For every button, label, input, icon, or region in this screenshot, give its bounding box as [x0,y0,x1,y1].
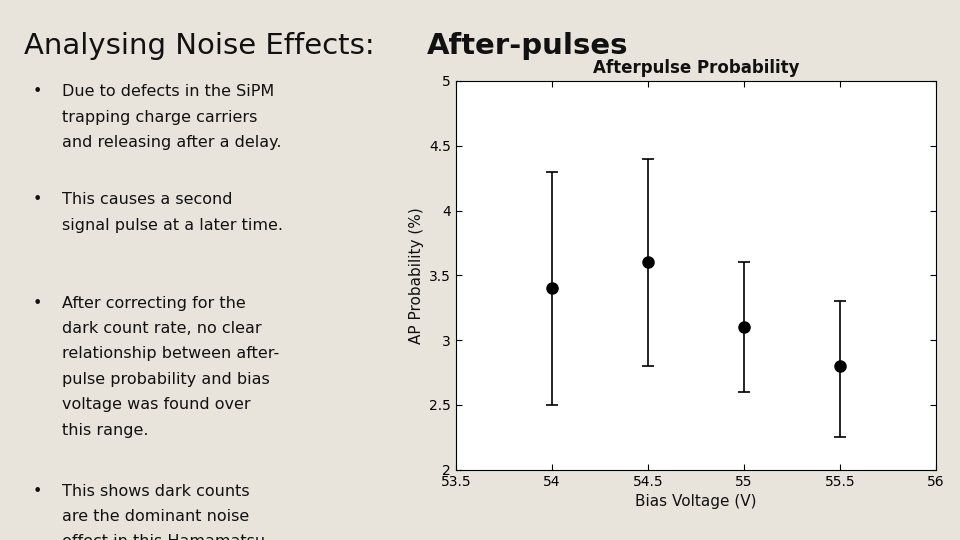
Text: •: • [33,84,42,99]
X-axis label: Bias Voltage (V): Bias Voltage (V) [636,494,756,509]
Text: •: • [33,296,42,310]
Title: Afterpulse Probability: Afterpulse Probability [592,59,800,77]
Text: trapping charge carriers: trapping charge carriers [61,110,257,125]
Text: and releasing after a delay.: and releasing after a delay. [61,135,281,150]
Text: are the dominant noise: are the dominant noise [61,509,249,524]
Text: After correcting for the: After correcting for the [61,296,246,310]
Text: •: • [33,484,42,498]
Text: Due to defects in the SiPM: Due to defects in the SiPM [61,84,274,99]
Y-axis label: AP Probability (%): AP Probability (%) [409,207,423,344]
Text: Analysing Noise Effects:: Analysing Noise Effects: [24,32,384,60]
Text: effect in this Hamamatsu: effect in this Hamamatsu [61,535,265,540]
Text: signal pulse at a later time.: signal pulse at a later time. [61,218,283,233]
Text: This causes a second: This causes a second [61,192,232,207]
Text: After-pulses: After-pulses [427,32,629,60]
Text: pulse probability and bias: pulse probability and bias [61,372,270,387]
Text: •: • [33,192,42,207]
Text: voltage was found over: voltage was found over [61,397,251,412]
Text: This shows dark counts: This shows dark counts [61,484,250,498]
Text: this range.: this range. [61,422,148,437]
Text: dark count rate, no clear: dark count rate, no clear [61,321,261,336]
Text: relationship between after-: relationship between after- [61,347,279,361]
